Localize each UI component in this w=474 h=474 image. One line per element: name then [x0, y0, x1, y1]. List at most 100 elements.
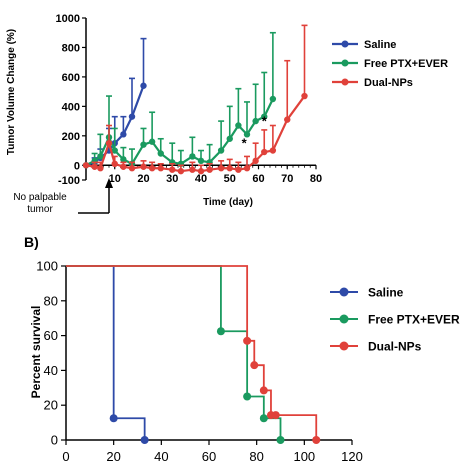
- data-point: [189, 166, 196, 173]
- data-point: [140, 141, 147, 148]
- data-point: [169, 166, 176, 173]
- data-point: [189, 153, 196, 160]
- panel-b-y-tick-label: 100: [36, 259, 58, 274]
- panel-a-x-tick-label: 70: [281, 173, 293, 185]
- data-point: [301, 92, 308, 100]
- panel-a-y-tick-label: -100: [58, 175, 80, 187]
- panel-a-x-tick-label: 10: [109, 173, 121, 185]
- survival-step-line: [66, 265, 318, 440]
- data-point: [120, 156, 127, 163]
- data-point: [97, 165, 104, 172]
- panel-a-y-tick-label: 400: [62, 101, 80, 113]
- data-point: [111, 160, 118, 167]
- panel-b-x-tick-label: 40: [154, 449, 168, 464]
- panel-a-x-tick-label: 20: [137, 173, 149, 185]
- survival-curve-free-ptx-ever: [66, 265, 285, 444]
- data-point: [226, 135, 233, 142]
- data-point: [217, 147, 225, 154]
- survival-event-point: [216, 327, 225, 336]
- data-point: [157, 150, 164, 157]
- panel-b-x-tick-label: 60: [202, 449, 216, 464]
- panel-b-y-tick-label: 0: [51, 433, 58, 448]
- legend-label-dual-nps: Dual-NPs: [364, 77, 413, 89]
- panel-a-x-axis-label: Time (day): [203, 197, 253, 208]
- panel-b-x-tick-label: 80: [249, 449, 263, 464]
- panel-a-x-tick-label: 50: [224, 173, 236, 185]
- survival-event-point: [312, 436, 321, 444]
- panel-b-y-tick-label: 20: [44, 398, 58, 413]
- data-point: [235, 166, 242, 173]
- data-point: [97, 153, 104, 160]
- data-point: [235, 122, 242, 129]
- data-point: [269, 95, 277, 103]
- survival-event-point: [271, 411, 280, 420]
- data-point: [243, 165, 251, 172]
- panel-b-y-axis-label: Percent survival: [29, 306, 43, 399]
- survival-event-point: [109, 414, 118, 423]
- significance-star: *: [242, 136, 248, 151]
- panel-a-tumor-volume-chart: -100 0 200 400 600 800 1000 10 20 30 40 50 60 70 80 Tu…: [6, 13, 448, 215]
- data-point: [120, 131, 127, 138]
- panel-b-x-tick-label: 20: [106, 449, 120, 464]
- panel-b-axes: [65, 266, 352, 441]
- survival-event-point: [276, 436, 285, 444]
- panel-b-y-tick-label: 40: [44, 363, 58, 378]
- data-point: [128, 113, 136, 120]
- data-point: [197, 157, 205, 165]
- legend-marker-saline: [341, 40, 349, 48]
- data-point: [252, 117, 259, 125]
- annotation-arrow-head: [105, 178, 113, 188]
- panel-a-y-tick-label: 200: [62, 131, 80, 143]
- panel-a-y-tick-label: 800: [62, 42, 80, 54]
- panel-b-x-tick-label: 100: [293, 449, 315, 464]
- data-point: [157, 165, 164, 172]
- legend-label-dual-nps: Dual-NPs: [368, 340, 422, 354]
- survival-event-point: [259, 414, 268, 423]
- data-point: [261, 148, 268, 156]
- panel-a-y-tick-label: 0: [74, 160, 80, 172]
- data-point: [120, 163, 127, 170]
- panel-a-series: [82, 24, 308, 175]
- data-point: [148, 165, 156, 172]
- data-point: [177, 167, 185, 175]
- panel-b-series: [66, 265, 321, 444]
- legend-marker-dual-nps: [339, 341, 349, 351]
- legend-label-saline: Saline: [368, 286, 404, 300]
- data-point: [252, 157, 259, 165]
- panel-a-legend: Saline Free PTX+EVER Dual-NPs: [332, 39, 448, 89]
- survival-event-point: [243, 336, 252, 345]
- survival-step-line: [66, 265, 282, 440]
- significance-star: *: [262, 114, 268, 129]
- data-point: [226, 165, 233, 172]
- panel-a-y-axis-label: Tumor Volume Change (%): [6, 29, 17, 155]
- data-point: [91, 163, 98, 170]
- panel-b-label: B): [24, 234, 39, 250]
- annotation-no-palpable-tumor: No palpable tumor: [13, 192, 67, 215]
- legend-label-free-ptx-ever: Free PTX+EVER: [364, 58, 448, 70]
- survival-event-point: [140, 436, 149, 444]
- panel-b-y-tick-label: 80: [44, 293, 58, 308]
- legend-marker-dual-nps: [341, 78, 349, 86]
- legend-label-saline: Saline: [364, 39, 396, 51]
- survival-event-point: [250, 361, 259, 370]
- panel-b-x-tick-label: 120: [341, 449, 363, 464]
- data-point: [82, 162, 90, 169]
- panel-a-y-tick-label: 1000: [56, 13, 80, 25]
- data-point: [111, 147, 118, 154]
- data-point: [105, 139, 113, 147]
- data-point: [128, 165, 136, 172]
- data-point: [206, 166, 213, 173]
- panel-a-x-tick-label: 40: [195, 173, 207, 185]
- panel-a-y-tick-label: 600: [62, 72, 80, 84]
- panel-a-annotation: **: [78, 114, 268, 214]
- survival-event-point: [259, 386, 268, 395]
- series-dual-nps: [82, 24, 308, 175]
- legend-marker-free-ptx-ever: [339, 314, 349, 324]
- legend-label-free-ptx-ever: Free PTX+EVER: [368, 313, 460, 327]
- survival-step-line: [66, 265, 146, 440]
- legend-marker-free-ptx-ever: [341, 59, 349, 67]
- panel-a-x-tick-label: 60: [252, 173, 264, 185]
- panel-b-y-tick-label: 60: [44, 328, 58, 343]
- data-point: [140, 82, 147, 89]
